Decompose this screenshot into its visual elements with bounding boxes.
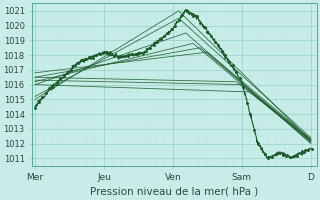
X-axis label: Pression niveau de la mer( hPa ): Pression niveau de la mer( hPa ) [90, 187, 259, 197]
